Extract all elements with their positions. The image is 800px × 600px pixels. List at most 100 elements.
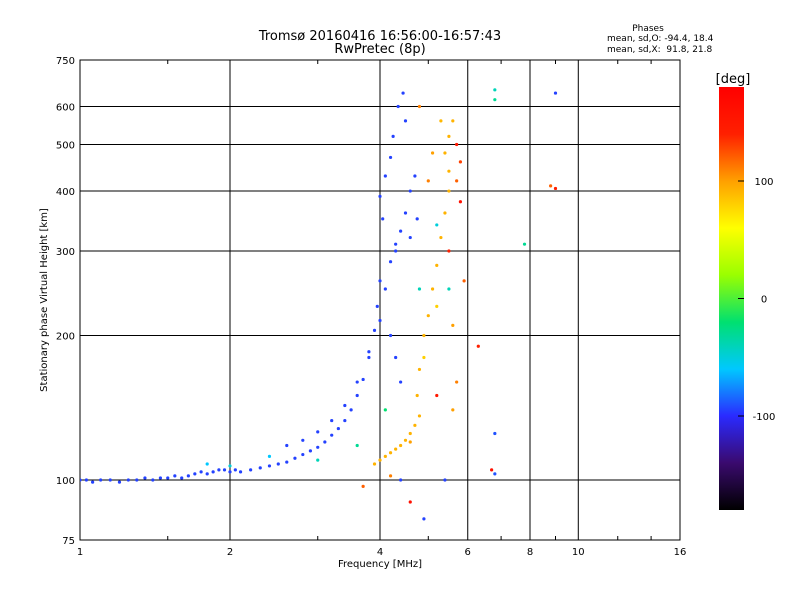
colorbar-tick-label: 0 xyxy=(761,295,767,306)
data-point xyxy=(316,430,320,434)
data-point xyxy=(435,304,439,309)
data-point xyxy=(84,478,88,482)
data-point xyxy=(403,119,408,123)
data-point xyxy=(378,194,382,198)
data-point xyxy=(443,151,447,155)
data-point xyxy=(447,169,451,173)
y-axis: 75 100 200 300 400 500 600 750 xyxy=(56,56,75,547)
data-point xyxy=(285,443,289,448)
data-point xyxy=(205,472,209,476)
data-point xyxy=(158,476,163,480)
data-point xyxy=(399,380,403,384)
y-tick-label: 300 xyxy=(56,247,75,258)
data-point xyxy=(383,454,387,459)
data-point xyxy=(458,200,463,204)
data-point xyxy=(276,462,280,466)
data-point xyxy=(316,458,320,462)
data-point xyxy=(553,91,558,95)
data-point xyxy=(403,438,408,442)
data-point xyxy=(447,287,451,291)
data-point xyxy=(135,478,139,482)
data-point xyxy=(417,367,422,372)
data-point xyxy=(522,242,527,246)
x-tick-label: 2 xyxy=(227,547,233,558)
data-point xyxy=(367,355,371,360)
data-point xyxy=(490,468,494,472)
data-point xyxy=(267,464,272,468)
data-point xyxy=(383,287,387,291)
data-point xyxy=(355,443,359,448)
data-point xyxy=(399,443,403,448)
data-points xyxy=(80,88,558,521)
data-point xyxy=(388,451,393,455)
data-point xyxy=(383,174,387,178)
data-point xyxy=(476,344,480,348)
y-tick-label: 750 xyxy=(56,56,75,67)
data-point xyxy=(238,470,243,474)
chart-title: Tromsø 20160416 16:56:00-16:57:43 xyxy=(258,29,501,44)
data-point xyxy=(367,350,371,354)
x-axis-label: Frequency [MHz] xyxy=(338,559,422,570)
data-point xyxy=(549,184,553,188)
data-point xyxy=(417,287,422,291)
data-point xyxy=(316,445,320,449)
data-point xyxy=(186,474,190,478)
data-point xyxy=(301,438,305,442)
data-point xyxy=(343,403,347,408)
data-point xyxy=(372,462,377,466)
data-point xyxy=(435,263,439,267)
data-point xyxy=(394,249,398,253)
data-point xyxy=(361,484,365,488)
data-point xyxy=(415,393,419,398)
data-point xyxy=(388,474,393,478)
y-tick-label: 75 xyxy=(62,536,75,547)
chart-subtitle: RwPretec (8p) xyxy=(334,42,425,57)
data-point xyxy=(451,119,455,123)
data-point xyxy=(394,355,398,360)
data-point xyxy=(330,418,334,423)
data-point xyxy=(308,449,313,453)
data-point xyxy=(399,229,403,233)
data-point xyxy=(443,478,447,482)
data-point xyxy=(458,160,463,164)
data-point xyxy=(408,440,412,444)
data-point xyxy=(151,478,155,482)
data-point xyxy=(413,423,417,427)
data-point xyxy=(394,242,398,246)
data-point xyxy=(99,478,103,482)
colorbar-ticks: 100 0 -100 xyxy=(738,177,775,423)
data-point xyxy=(493,98,497,102)
data-point xyxy=(267,454,272,459)
data-point xyxy=(211,470,215,474)
y-tick-label: 100 xyxy=(56,476,75,487)
stats-o-line: mean, sd,O: -94.4, 18.4 xyxy=(607,34,714,44)
data-point xyxy=(388,333,393,338)
data-point xyxy=(293,456,297,460)
data-point xyxy=(381,217,385,221)
data-point xyxy=(417,414,422,418)
data-point xyxy=(439,119,443,123)
data-point xyxy=(455,179,459,183)
data-point xyxy=(228,470,232,474)
data-point xyxy=(426,179,430,183)
data-point xyxy=(493,472,497,476)
data-point xyxy=(349,408,353,412)
data-point xyxy=(378,458,382,462)
data-point xyxy=(439,235,443,240)
data-point xyxy=(336,426,340,431)
data-point xyxy=(447,189,451,193)
data-point xyxy=(451,323,455,327)
data-point xyxy=(455,142,459,147)
data-point xyxy=(126,478,130,482)
y-tick-label: 500 xyxy=(56,141,75,152)
data-point xyxy=(435,223,439,227)
data-point xyxy=(217,468,221,472)
x-tick-label: 6 xyxy=(465,547,471,558)
stats-heading: Phases xyxy=(632,24,664,34)
data-point xyxy=(80,478,82,482)
data-point xyxy=(375,304,379,309)
data-point xyxy=(173,474,177,478)
data-point xyxy=(553,186,558,191)
colorbar-label: [deg] xyxy=(716,72,751,87)
data-point xyxy=(430,287,435,291)
